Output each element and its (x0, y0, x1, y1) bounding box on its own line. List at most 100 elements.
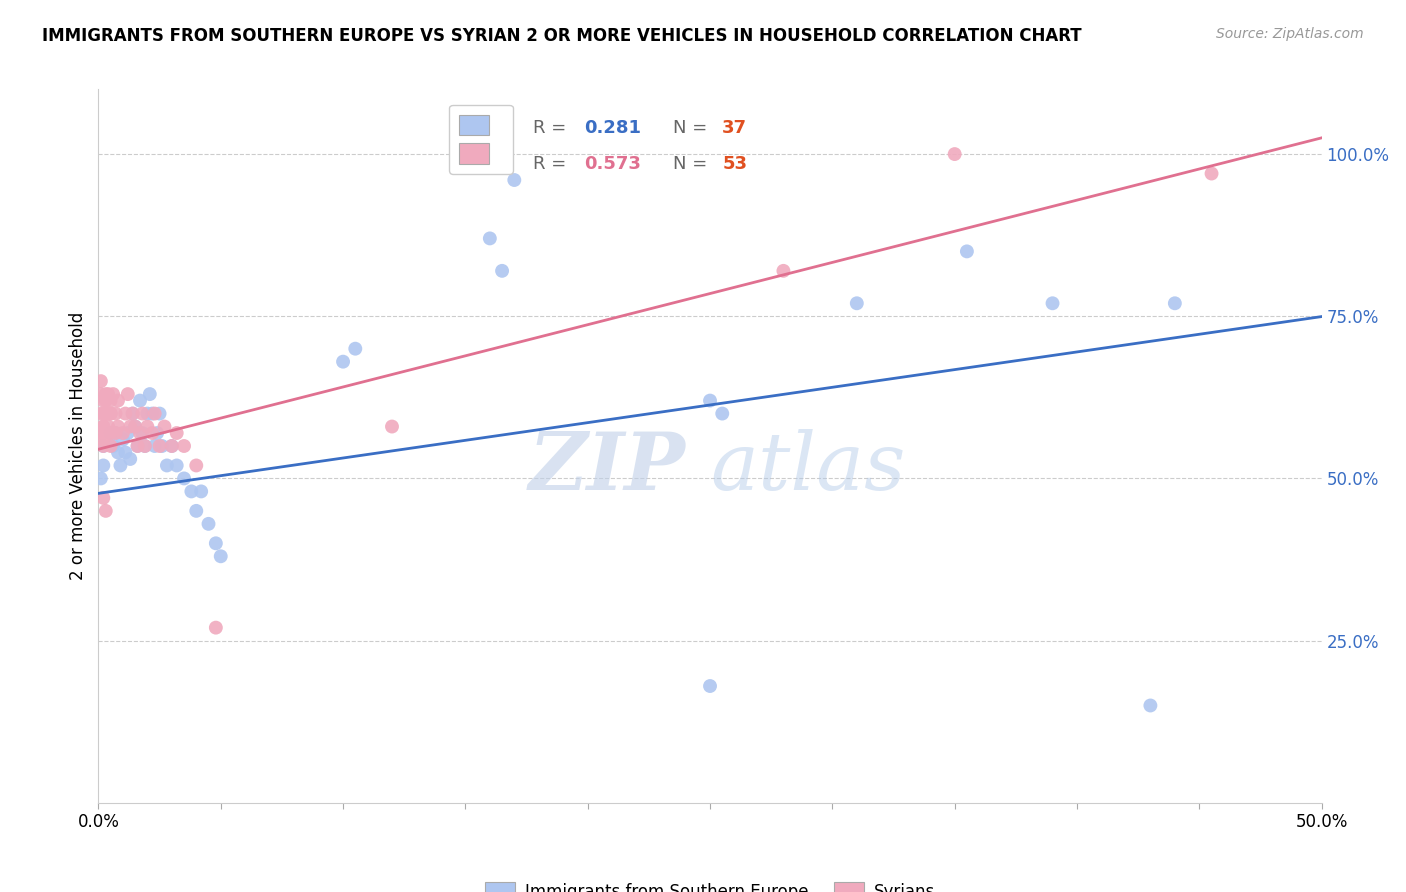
Point (91, 419, 114, 434)
Text: 37: 37 (723, 120, 747, 137)
Point (97, 419, 120, 434)
Point (91, 393, 114, 408)
Point (121, 407, 143, 421)
Point (160, 439, 183, 453)
Point (91, 433, 114, 447)
Point (139, 387, 162, 401)
Point (143, 439, 166, 453)
Point (124, 419, 146, 434)
Point (491, 264, 513, 278)
Point (699, 393, 721, 408)
Point (104, 407, 127, 421)
Point (114, 445, 136, 459)
Point (136, 419, 159, 434)
Point (127, 439, 149, 453)
Point (124, 419, 146, 434)
Point (711, 407, 734, 421)
Point (134, 439, 156, 453)
Point (91, 491, 114, 505)
Text: 0.281: 0.281 (583, 120, 641, 137)
Text: ZIP: ZIP (529, 429, 686, 506)
Point (90, 387, 112, 401)
Point (772, 264, 794, 278)
Point (97, 387, 120, 401)
Text: 53: 53 (723, 155, 747, 173)
Point (173, 439, 195, 453)
Point (100, 425, 122, 440)
Point (129, 425, 152, 440)
Point (101, 439, 124, 453)
Point (94, 387, 117, 401)
Point (149, 407, 172, 421)
Point (166, 458, 188, 473)
Point (180, 484, 202, 499)
Point (153, 419, 176, 434)
Point (91, 407, 114, 421)
Point (94, 504, 117, 518)
Point (101, 387, 124, 401)
Point (1042, 296, 1064, 310)
Point (166, 425, 188, 440)
Point (149, 439, 172, 453)
Point (111, 433, 134, 447)
Point (97, 407, 120, 421)
Point (1164, 296, 1187, 310)
Point (91, 419, 114, 434)
Point (134, 439, 156, 453)
Point (205, 536, 228, 550)
Point (186, 504, 208, 518)
Point (90, 425, 112, 440)
Point (150, 439, 173, 453)
Point (478, 231, 501, 245)
Text: N =: N = (673, 155, 713, 173)
Text: 0.573: 0.573 (583, 155, 641, 173)
Point (1201, 167, 1223, 181)
Point (1139, 698, 1161, 713)
Point (146, 425, 169, 440)
Point (186, 458, 208, 473)
Point (131, 407, 153, 421)
Point (107, 419, 129, 434)
Point (111, 425, 134, 440)
Point (100, 407, 122, 421)
Point (94, 425, 117, 440)
Point (143, 407, 166, 421)
Point (104, 425, 127, 440)
Point (94, 407, 117, 421)
Legend: Immigrants from Southern Europe, Syrians: Immigrants from Southern Europe, Syrians (478, 875, 942, 892)
Point (107, 445, 129, 459)
Text: R =: R = (533, 155, 572, 173)
Y-axis label: 2 or more Vehicles in Household: 2 or more Vehicles in Household (69, 312, 87, 580)
Point (91, 458, 114, 473)
Point (160, 439, 183, 453)
Text: N =: N = (673, 120, 713, 137)
Point (173, 471, 195, 485)
Point (332, 354, 354, 368)
Point (943, 147, 966, 161)
Point (197, 516, 219, 531)
Point (344, 342, 367, 356)
Point (90, 374, 112, 388)
Point (141, 407, 163, 421)
Point (107, 393, 129, 408)
Point (120, 419, 142, 434)
Point (94, 407, 117, 421)
Point (91, 439, 114, 453)
Point (100, 439, 122, 453)
Point (117, 425, 139, 440)
Point (699, 679, 721, 693)
Text: IMMIGRANTS FROM SOUTHERN EUROPE VS SYRIAN 2 OR MORE VEHICLES IN HOUSEHOLD CORREL: IMMIGRANTS FROM SOUTHERN EUROPE VS SYRIA… (42, 27, 1081, 45)
Point (209, 549, 232, 564)
Point (100, 425, 122, 440)
Point (381, 419, 404, 434)
Point (117, 387, 139, 401)
Point (94, 407, 117, 421)
Point (110, 458, 132, 473)
Point (104, 425, 127, 440)
Point (114, 407, 136, 421)
Point (90, 407, 112, 421)
Text: R =: R = (533, 120, 572, 137)
Point (503, 173, 526, 187)
Point (121, 407, 143, 421)
Point (205, 621, 228, 635)
